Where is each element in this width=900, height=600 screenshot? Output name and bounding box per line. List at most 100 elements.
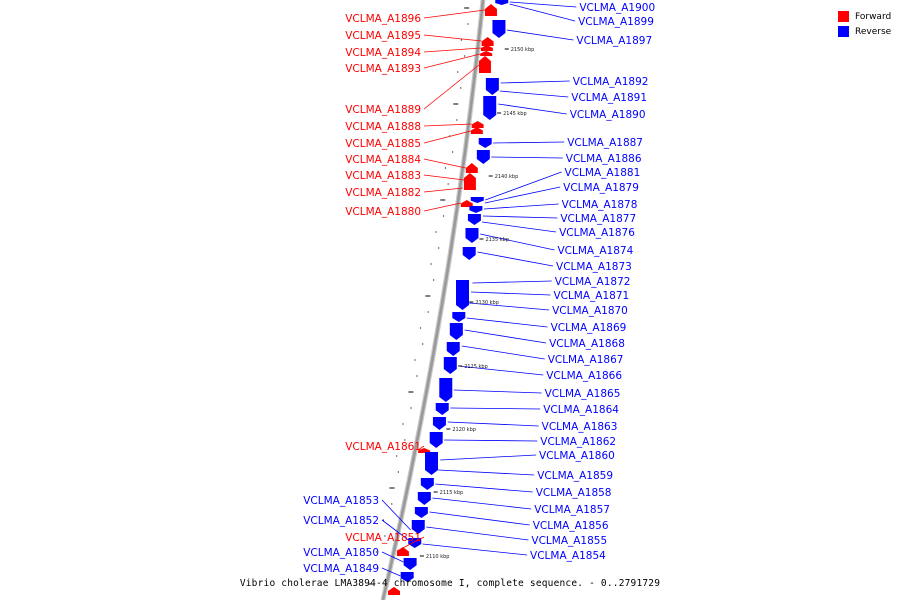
label-leader-lines xyxy=(381,1,577,577)
gene-label: VCLMA_A1881 xyxy=(565,167,641,179)
leader-line xyxy=(418,445,425,451)
gene-label: VCLMA_A1878 xyxy=(562,199,638,211)
gene-label: VCLMA_A1895 xyxy=(345,30,421,42)
leader-line xyxy=(432,497,532,510)
leader-line xyxy=(447,421,539,427)
gene-label: VCLMA_A1851 xyxy=(345,532,421,544)
reverse-gene-feature xyxy=(439,378,453,402)
gene-label: VCLMA_A1870 xyxy=(552,305,628,317)
leader-line xyxy=(458,365,544,376)
gene-label: VCLMA_A1900 xyxy=(579,2,655,14)
gene-label: VCLMA_A1877 xyxy=(560,213,636,225)
leader-line xyxy=(500,80,570,84)
gene-label: VCLMA_A1859 xyxy=(537,470,613,482)
gene-labels: VCLMA_A1896 VCLMA_A1895 VCLMA_A1894 VCLMA_A… xyxy=(303,2,655,575)
leader-line xyxy=(483,203,559,210)
leader-line xyxy=(435,483,533,493)
reverse-gene-feature xyxy=(485,78,499,95)
legend-forward-label: Forward xyxy=(855,11,892,22)
leader-line xyxy=(493,141,565,144)
reverse-gene-feature xyxy=(456,280,470,310)
gene-label: VCLMA_A1879 xyxy=(563,182,639,194)
leader-line xyxy=(466,317,548,328)
leader-line xyxy=(461,345,545,360)
leader-line xyxy=(423,9,486,19)
leader-line xyxy=(396,536,425,552)
reverse-gene-feature xyxy=(495,0,509,5)
leader-line xyxy=(481,221,557,233)
gene-label: VCLMA_A1884 xyxy=(345,154,421,166)
gene-label: VCLMA_A1854 xyxy=(530,550,606,562)
legend: Forward Reverse xyxy=(838,9,891,39)
leader-line xyxy=(491,156,563,159)
gene-label: VCLMA_A1899 xyxy=(578,16,654,28)
leader-line xyxy=(423,53,481,69)
forward-gene-feature xyxy=(470,127,483,134)
gene-label: VCLMA_A1853 xyxy=(303,495,379,507)
reverse-gene-feature xyxy=(483,96,497,120)
reverse-gene-feature xyxy=(425,452,439,475)
gene-label: VCLMA_A1886 xyxy=(566,153,642,165)
leader-line xyxy=(423,187,464,193)
forward-gene-feature xyxy=(463,173,476,190)
reverse-gene-feature xyxy=(492,20,506,38)
gene-label: VCLMA_A1868 xyxy=(549,338,625,350)
reverse-gene-feature xyxy=(467,214,481,225)
gene-label: VCLMA_A1883 xyxy=(345,170,421,182)
tick-label: 2120 kbp xyxy=(452,427,476,433)
forward-gene-feature xyxy=(478,56,491,73)
forward-gene-feature xyxy=(465,163,478,173)
leader-line xyxy=(444,439,538,442)
gene-label: VCLMA_A1891 xyxy=(571,92,647,104)
leader-line xyxy=(480,233,555,251)
leader-line xyxy=(498,103,567,115)
forward-swatch xyxy=(838,11,849,22)
reverse-gene-feature xyxy=(414,507,428,518)
leader-line xyxy=(440,454,537,461)
leader-line xyxy=(423,34,482,42)
gene-label: VCLMA_A1865 xyxy=(545,388,621,400)
gene-label: VCLMA_A1856 xyxy=(533,520,609,532)
reverse-gene-feature xyxy=(469,206,483,213)
gene-label: VCLMA_A1860 xyxy=(539,450,615,462)
leader-line xyxy=(477,251,554,267)
leader-line xyxy=(426,526,529,541)
reverse-gene-feature xyxy=(446,342,460,356)
gene-label: VCLMA_A1880 xyxy=(345,206,421,218)
gene-label: VCLMA_A1863 xyxy=(542,421,618,433)
gene-label: VCLMA_A1862 xyxy=(540,436,616,448)
leader-line xyxy=(423,202,461,212)
leader-line xyxy=(464,329,547,344)
reverse-gene-feature xyxy=(443,357,457,374)
reverse-gene-feature xyxy=(403,558,417,570)
gene-label: VCLMA_A1857 xyxy=(534,504,610,516)
reverse-gene-feature xyxy=(429,432,443,448)
gene-label: VCLMA_A1852 xyxy=(303,515,379,527)
gene-label: VCLMA_A1855 xyxy=(531,535,607,547)
leader-line xyxy=(472,280,552,284)
gene-label: VCLMA_A1876 xyxy=(559,227,635,239)
gene-label: VCLMA_A1897 xyxy=(576,35,652,47)
gene-label: VCLMA_A1896 xyxy=(345,13,421,25)
gene-label: VCLMA_A1867 xyxy=(548,354,624,366)
gene-label: VCLMA_A1874 xyxy=(558,245,634,257)
reverse-gene-feature xyxy=(476,150,490,164)
forward-gene-feature xyxy=(484,4,497,16)
forward-gene-feature xyxy=(480,51,493,56)
reverse-gene-feature xyxy=(449,323,463,340)
gene-label: VCLMA_A1894 xyxy=(345,47,421,59)
gene-label: VCLMA_A1869 xyxy=(551,322,627,334)
leader-line xyxy=(499,90,569,98)
leader-line xyxy=(509,3,576,22)
reverse-gene-feature xyxy=(432,417,446,430)
reverse-gene-feature xyxy=(452,312,466,322)
gene-label: VCLMA_A1873 xyxy=(556,261,632,273)
legend-reverse-label: Reverse xyxy=(855,26,892,37)
leader-line xyxy=(423,158,466,169)
forward-gene-feature xyxy=(481,37,494,46)
gene-label: VCLMA_A1866 xyxy=(546,370,622,382)
tick-label: 2145 kbp xyxy=(503,111,527,117)
reverse-gene-feature xyxy=(470,197,484,203)
tick-label: 2115 kbp xyxy=(440,490,464,496)
